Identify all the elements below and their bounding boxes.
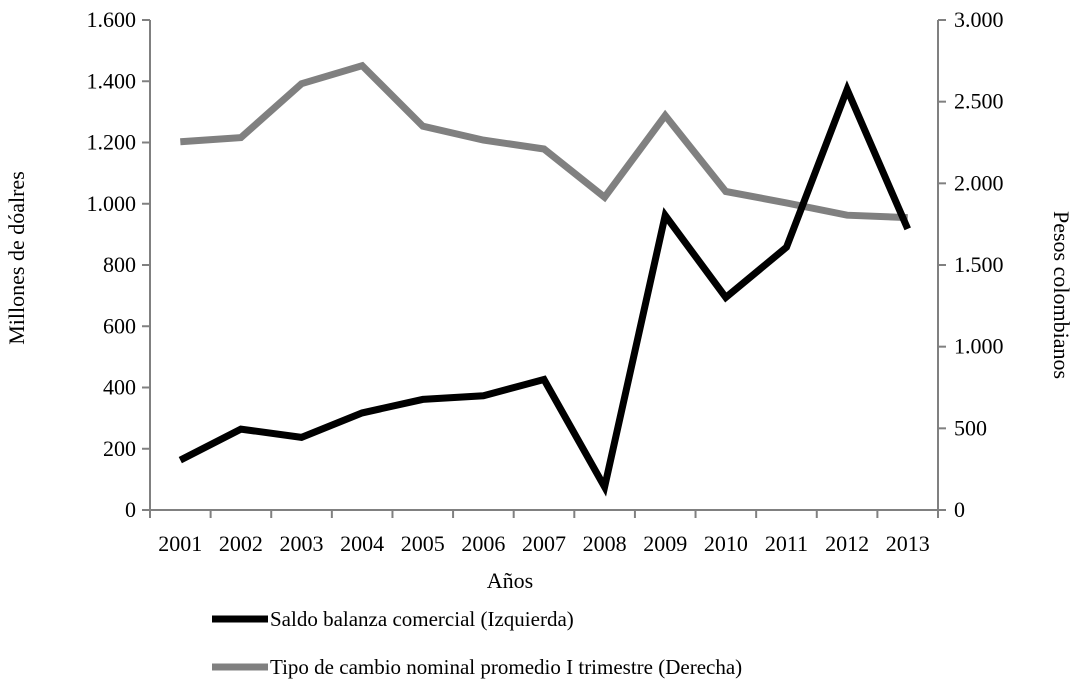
left-y-tick-label: 800 (103, 252, 136, 277)
series-line-saldo (178, 80, 911, 497)
x-tick-label: 2002 (219, 531, 263, 556)
legend-label-tipo-cambio: Tipo de cambio nominal promedio I trimes… (270, 655, 742, 679)
x-tick-label: 2011 (765, 531, 808, 556)
left-y-tick-label: 600 (103, 313, 136, 338)
x-axis-title: Años (487, 568, 533, 593)
right-y-tick-label: 1.500 (954, 252, 1004, 277)
left-y-tick-label: 0 (125, 497, 136, 522)
x-tick-label: 2003 (280, 531, 324, 556)
right-y-tick-label: 1.000 (954, 334, 1004, 359)
right-y-tick-label: 500 (954, 415, 987, 440)
right-y-tick-label: 0 (954, 497, 965, 522)
legend-label-saldo: Saldo balanza comercial (Izquierda) (270, 607, 574, 631)
series-lines (178, 61, 911, 497)
right-y-ticks: 0 500 1.000 1.500 2.000 2.500 3.000 (938, 7, 1004, 522)
left-y-axis-title: Millones de dóalres (4, 171, 29, 345)
series-line-tipo-cambio (180, 61, 908, 222)
x-ticks: 2001 2002 2003 2004 2005 2006 2007 2008 2009 2010… (149, 510, 939, 556)
x-tick-label: 2013 (886, 531, 930, 556)
axes (149, 20, 939, 511)
x-tick-label: 2007 (522, 531, 566, 556)
left-y-tick-label: 1.200 (87, 130, 137, 155)
x-tick-label: 2006 (461, 531, 505, 556)
x-tick-label: 2001 (158, 531, 202, 556)
right-y-tick-label: 3.000 (954, 7, 1004, 32)
x-tick-label: 2010 (704, 531, 748, 556)
legend: Saldo balanza comercial (Izquierda) Tipo… (212, 607, 742, 679)
right-y-axis-title: Pesos colombianos (1049, 211, 1074, 379)
left-y-tick-label: 400 (103, 375, 136, 400)
left-y-tick-label: 1.600 (87, 7, 137, 32)
left-y-tick-label: 1.000 (87, 191, 137, 216)
x-tick-label: 2009 (643, 531, 687, 556)
right-y-tick-label: 2.500 (954, 89, 1004, 114)
x-tick-label: 2012 (825, 531, 869, 556)
x-tick-label: 2005 (401, 531, 445, 556)
x-tick-label: 2004 (340, 531, 384, 556)
left-y-ticks: 0 200 400 600 800 1.000 1.200 1.400 1.600 (87, 7, 150, 522)
left-y-tick-label: 200 (103, 436, 136, 461)
left-y-tick-label: 1.400 (87, 68, 137, 93)
x-tick-label: 2008 (583, 531, 627, 556)
right-y-tick-label: 2.000 (954, 170, 1004, 195)
